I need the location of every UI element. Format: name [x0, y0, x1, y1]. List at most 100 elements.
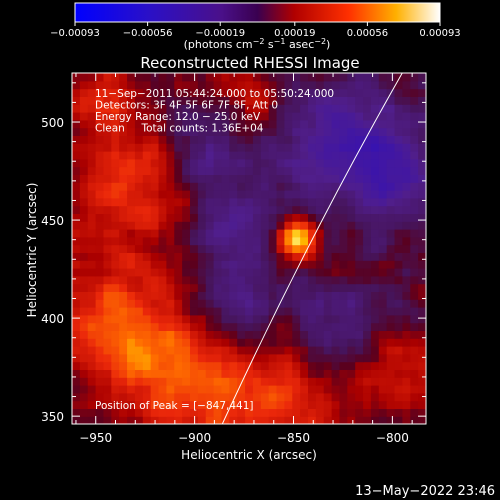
- heatmap-cell: [237, 291, 246, 300]
- heatmap-cell: [363, 307, 372, 316]
- heatmap-cell: [103, 119, 112, 129]
- heatmap-cell: [418, 283, 426, 292]
- heatmap-cell: [268, 151, 278, 160]
- heatmap-cell: [182, 213, 191, 222]
- heatmap-cell: [190, 143, 199, 152]
- heatmap-cell: [331, 307, 341, 316]
- heatmap-cell: [418, 197, 426, 207]
- heatmap-cell: [190, 174, 199, 183]
- heatmap-cell: [174, 275, 183, 285]
- heatmap-cell: [213, 229, 223, 238]
- heatmap-cell: [394, 299, 403, 308]
- heatmap-cell: [260, 213, 270, 222]
- heatmap-cell: [142, 299, 152, 308]
- heatmap-cell: [260, 158, 270, 168]
- heatmap-cell: [197, 416, 207, 424]
- heatmap-cell: [363, 151, 372, 160]
- heatmap-cell: [284, 291, 293, 300]
- heatmap-cell: [245, 104, 254, 113]
- heatmap-cell: [370, 322, 380, 331]
- heatmap-cell: [276, 314, 285, 324]
- heatmap-cell: [308, 307, 317, 316]
- heatmap-cell: [394, 377, 403, 386]
- heatmap-cell: [363, 299, 372, 308]
- heatmap-cell: [276, 166, 285, 175]
- heatmap-cell: [339, 268, 348, 277]
- heatmap-cell: [119, 338, 128, 347]
- heatmap-cell: [150, 392, 160, 402]
- heatmap-cell: [150, 252, 160, 261]
- heatmap-cell: [418, 408, 426, 417]
- heatmap-cell: [363, 268, 372, 277]
- heatmap-cell: [221, 314, 230, 324]
- heatmap-cell: [182, 112, 191, 121]
- heatmap-cell: [182, 205, 191, 214]
- heatmap-cell: [127, 268, 136, 277]
- heatmap-cell: [323, 392, 333, 402]
- heatmap-cell: [79, 268, 89, 277]
- heatmap-cell: [134, 174, 144, 183]
- heatmap-cell: [370, 244, 380, 253]
- heatmap-cell: [237, 151, 246, 160]
- heatmap-cell: [370, 166, 380, 175]
- heatmap-cell: [119, 205, 128, 214]
- heatmap-cell: [308, 361, 317, 370]
- heatmap-cell: [103, 96, 112, 105]
- heatmap-cell: [245, 174, 254, 183]
- heatmap-cell: [347, 392, 356, 402]
- heatmap-cell: [308, 104, 317, 113]
- heatmap-cell: [95, 88, 105, 97]
- heatmap-cell: [370, 182, 380, 191]
- heatmap-cell: [284, 197, 293, 207]
- heatmap-cell: [331, 112, 341, 121]
- heatmap-cell: [95, 330, 105, 339]
- heatmap-cell: [394, 182, 403, 191]
- heatmap-cell: [166, 361, 175, 370]
- heatmap-cell: [174, 338, 183, 347]
- heatmap-cell: [245, 229, 254, 238]
- heatmap-cell: [182, 275, 191, 285]
- heatmap-cell: [315, 275, 325, 285]
- heatmap-cell: [205, 392, 215, 402]
- heatmap-cell: [150, 96, 160, 105]
- heatmap-cell: [182, 104, 191, 113]
- heatmap-cell: [205, 268, 215, 277]
- heatmap-cell: [394, 275, 403, 285]
- heatmap-cell: [323, 96, 333, 105]
- heatmap-cell: [402, 283, 411, 292]
- heatmap-cell: [229, 104, 238, 113]
- heatmap-cell: [363, 392, 372, 402]
- heatmap-cell: [410, 143, 419, 152]
- heatmap-cell: [142, 369, 152, 378]
- heatmap-cell: [95, 291, 105, 300]
- heatmap-cell: [158, 392, 167, 402]
- heatmap-cell: [158, 135, 167, 144]
- heatmap-cell: [205, 229, 215, 238]
- heatmap-cell: [418, 135, 426, 144]
- heatmap-cell: [260, 416, 270, 424]
- heatmap-cell: [166, 283, 175, 292]
- heatmap-cell: [300, 182, 309, 191]
- heatmap-cell: [284, 104, 293, 113]
- heatmap-cell: [339, 229, 348, 238]
- heatmap-cell: [300, 166, 309, 175]
- heatmap-cell: [260, 112, 270, 121]
- heatmap-cell: [355, 174, 364, 183]
- heatmap-cell: [158, 96, 167, 105]
- heatmap-cell: [229, 416, 238, 424]
- heatmap-cell: [323, 190, 333, 199]
- heatmap-cell: [72, 96, 81, 105]
- heatmap-cell: [158, 88, 167, 97]
- heatmap-cell: [268, 236, 278, 246]
- heatmap-cell: [331, 353, 341, 363]
- heatmap-cell: [166, 151, 175, 160]
- heatmap-cell: [205, 307, 215, 316]
- heatmap-cell: [182, 314, 191, 324]
- heatmap-cell: [308, 252, 317, 261]
- heatmap-cell: [127, 322, 136, 331]
- heatmap-cell: [221, 408, 230, 417]
- heatmap-cell: [245, 283, 254, 292]
- heatmap-cell: [355, 346, 364, 355]
- heatmap-cell: [394, 205, 403, 214]
- heatmap-cell: [87, 275, 97, 285]
